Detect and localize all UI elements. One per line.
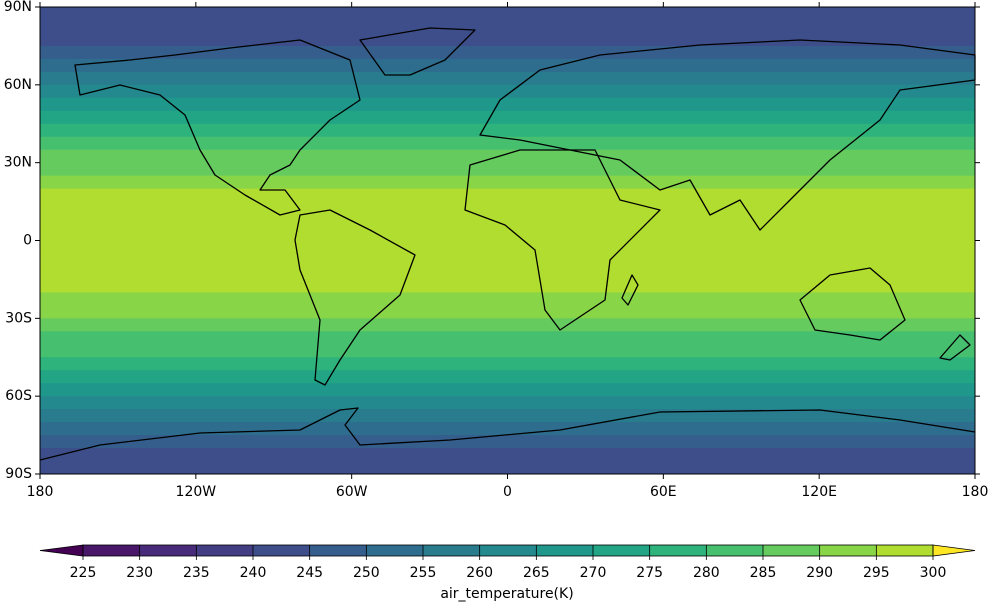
y-tick-label: 30S (5, 310, 32, 326)
lat-band (40, 162, 975, 177)
coast-madagascar (621, 274, 639, 306)
colorbar-tick-label: 260 (466, 565, 493, 581)
lat-band (40, 240, 975, 254)
lat-band (40, 136, 975, 151)
lat-band (40, 409, 975, 423)
colorbar-tick-label: 275 (636, 565, 663, 581)
x-tick-label: 60W (336, 484, 368, 500)
lat-band (40, 461, 975, 475)
colorbar-swatch (366, 545, 424, 556)
colorbar-tick-label: 280 (693, 565, 720, 581)
colorbar-swatch (706, 545, 764, 556)
colorbar-swatch (649, 545, 707, 556)
lat-band (40, 110, 975, 125)
lat-band (40, 279, 975, 293)
lat-band (40, 19, 975, 34)
lat-band (40, 71, 975, 86)
y-tick-label: 0 (23, 233, 32, 249)
y-tick-label: 60N (4, 77, 32, 93)
lat-band (40, 344, 975, 358)
lat-band (40, 84, 975, 99)
x-tick-label: 180 (27, 484, 54, 500)
axes: 180 120W 60W 0 60E 120E 180 90N 60N 30N 0 30S 60S 90S (4, 0, 989, 500)
y-tick-label: 30N (4, 155, 32, 171)
colorbar-tick-label: 250 (353, 565, 380, 581)
lat-band (40, 201, 975, 216)
colorbar-swatch (763, 545, 821, 556)
lat-band (40, 58, 975, 73)
lat-band (40, 149, 975, 164)
colorbar-swatch (83, 545, 141, 556)
lat-band (40, 227, 975, 241)
coast-antarctica (39, 407, 976, 461)
colorbar-tick-label: 285 (750, 565, 777, 581)
colorbar-tick-label: 240 (240, 565, 267, 581)
colorbar-tick-label: 225 (70, 565, 97, 581)
colorbar-swatch (196, 545, 254, 556)
colorbar-swatch (479, 545, 537, 556)
lat-band (40, 318, 975, 332)
colorbar-label: air_temperature(K) (440, 586, 573, 602)
lat-band (40, 123, 975, 138)
lat-band (40, 292, 975, 306)
y-tick-label: 60S (5, 388, 32, 404)
colorbar-tick-label: 245 (296, 565, 323, 581)
lat-band (40, 435, 975, 449)
lat-band (40, 396, 975, 410)
colorbar-tick-label: 290 (806, 565, 833, 581)
lat-band (40, 7, 975, 21)
lat-band (40, 214, 975, 229)
colorbar-swatch (139, 545, 197, 556)
coast-north-america (74, 39, 361, 216)
colorbar: 225 230 235 240 245 250 255 260 265 270 275 280 285 2… (39, 544, 976, 581)
lat-band (40, 175, 975, 190)
y-tick-label: 90N (4, 0, 32, 15)
coast-africa (464, 149, 661, 331)
x-tick-label: 120W (176, 484, 217, 500)
lat-band (40, 266, 975, 280)
colorbar-tick-label: 270 (580, 565, 607, 581)
colorbar-swatch (423, 545, 481, 556)
lat-band (40, 32, 975, 47)
colorbar-swatch (876, 545, 934, 556)
lat-band (40, 331, 975, 345)
coast-new-zealand (939, 334, 971, 361)
lat-band (40, 97, 975, 112)
lat-band (40, 357, 975, 371)
lat-band (40, 422, 975, 436)
colorbar-swatch (819, 545, 877, 556)
colorbar-swatch (309, 545, 367, 556)
colorbar-tick-label: 265 (523, 565, 550, 581)
lat-band (40, 370, 975, 384)
coastlines (39, 27, 976, 461)
coast-south-america (294, 209, 416, 386)
lat-band (40, 383, 975, 397)
temperature-field (40, 7, 975, 475)
lat-band (40, 45, 975, 60)
colorbar-tick-label: 255 (410, 565, 437, 581)
lat-band (40, 448, 975, 462)
colorbar-extend-low (39, 544, 84, 557)
colorbar-extend-high (932, 544, 976, 557)
lat-band (40, 253, 975, 267)
lat-band (40, 305, 975, 319)
x-tick-label: 180 (962, 484, 989, 500)
coast-australia (799, 267, 906, 341)
x-tick-label: 0 (503, 484, 512, 500)
x-tick-label: 60E (650, 484, 677, 500)
colorbar-tick-label: 230 (126, 565, 153, 581)
y-tick-label: 90S (5, 466, 32, 482)
colorbar-swatch (593, 545, 651, 556)
coast-greenland (359, 27, 476, 76)
x-tick-label: 120E (801, 484, 837, 500)
coast-eurasia (479, 39, 976, 231)
colorbar-swatch (253, 545, 311, 556)
colorbar-swatch (536, 545, 594, 556)
colorbar-tick-label: 300 (920, 565, 947, 581)
colorbar-tick-label: 295 (863, 565, 890, 581)
lat-band (40, 188, 975, 203)
colorbar-tick-label: 235 (183, 565, 210, 581)
